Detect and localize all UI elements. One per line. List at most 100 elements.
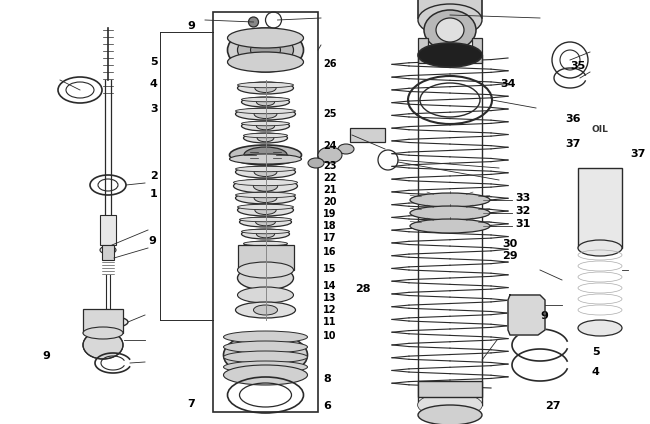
Text: 9: 9 xyxy=(42,351,50,361)
Ellipse shape xyxy=(410,193,490,207)
Ellipse shape xyxy=(244,133,287,138)
Text: 22: 22 xyxy=(323,173,337,183)
Text: 35: 35 xyxy=(570,61,585,71)
Ellipse shape xyxy=(410,206,490,220)
Text: 9: 9 xyxy=(148,236,156,246)
Ellipse shape xyxy=(235,108,296,120)
Text: 11: 11 xyxy=(323,317,337,327)
Text: 9: 9 xyxy=(540,311,548,321)
Ellipse shape xyxy=(254,109,277,118)
Ellipse shape xyxy=(227,28,304,72)
Text: 16: 16 xyxy=(323,247,337,257)
Text: 36: 36 xyxy=(565,114,580,124)
Text: 4: 4 xyxy=(592,367,600,377)
Bar xyxy=(595,236,605,246)
Ellipse shape xyxy=(224,361,307,373)
Ellipse shape xyxy=(256,98,274,106)
Text: 12: 12 xyxy=(323,305,337,315)
Ellipse shape xyxy=(237,266,294,290)
Ellipse shape xyxy=(424,10,476,50)
Ellipse shape xyxy=(257,134,274,142)
Ellipse shape xyxy=(255,206,276,215)
Text: 5: 5 xyxy=(592,347,599,357)
Bar xyxy=(472,38,482,63)
Text: 15: 15 xyxy=(323,264,337,274)
Ellipse shape xyxy=(224,365,307,385)
Ellipse shape xyxy=(229,145,302,165)
Bar xyxy=(102,245,114,260)
Ellipse shape xyxy=(244,133,287,143)
Ellipse shape xyxy=(418,405,482,424)
Ellipse shape xyxy=(578,240,622,256)
Ellipse shape xyxy=(235,108,296,114)
Ellipse shape xyxy=(239,217,291,227)
Ellipse shape xyxy=(250,41,281,59)
Text: 5: 5 xyxy=(150,57,157,67)
Ellipse shape xyxy=(246,254,285,258)
Ellipse shape xyxy=(229,154,302,164)
Text: 9: 9 xyxy=(187,21,195,31)
Text: 28: 28 xyxy=(355,284,370,294)
Ellipse shape xyxy=(235,192,296,204)
Ellipse shape xyxy=(235,166,296,178)
Ellipse shape xyxy=(242,121,289,126)
Ellipse shape xyxy=(224,341,307,353)
Text: 13: 13 xyxy=(323,293,337,303)
Polygon shape xyxy=(508,295,545,335)
Ellipse shape xyxy=(256,230,274,238)
Ellipse shape xyxy=(242,97,289,102)
Ellipse shape xyxy=(242,97,289,107)
Ellipse shape xyxy=(254,181,278,191)
Text: 4: 4 xyxy=(150,79,158,89)
Ellipse shape xyxy=(254,193,277,203)
Text: 18: 18 xyxy=(323,221,337,231)
Text: 20: 20 xyxy=(323,197,337,207)
Text: 37: 37 xyxy=(630,149,645,159)
Ellipse shape xyxy=(88,316,128,328)
Ellipse shape xyxy=(237,34,294,66)
Text: 6: 6 xyxy=(323,401,331,411)
Ellipse shape xyxy=(248,17,259,27)
Ellipse shape xyxy=(235,192,296,198)
Ellipse shape xyxy=(418,393,482,417)
Ellipse shape xyxy=(237,82,294,88)
Text: 29: 29 xyxy=(502,251,517,261)
Text: 33: 33 xyxy=(515,193,530,203)
Text: 26: 26 xyxy=(323,59,337,69)
Bar xyxy=(213,12,318,412)
Ellipse shape xyxy=(244,241,287,251)
Ellipse shape xyxy=(338,144,354,154)
Ellipse shape xyxy=(436,18,464,42)
Ellipse shape xyxy=(233,179,298,193)
Text: 23: 23 xyxy=(323,161,337,171)
Ellipse shape xyxy=(237,287,294,303)
Text: 1: 1 xyxy=(150,189,158,199)
Text: 34: 34 xyxy=(500,79,515,89)
Bar xyxy=(418,38,428,63)
Ellipse shape xyxy=(224,333,307,377)
Text: 3: 3 xyxy=(150,104,157,114)
Text: 21: 21 xyxy=(323,185,337,195)
Text: 2: 2 xyxy=(150,171,158,181)
Ellipse shape xyxy=(257,242,274,250)
Ellipse shape xyxy=(255,84,276,92)
Ellipse shape xyxy=(318,147,342,163)
Text: 37: 37 xyxy=(565,139,580,149)
Ellipse shape xyxy=(254,305,278,315)
Ellipse shape xyxy=(255,218,276,226)
Ellipse shape xyxy=(235,166,296,172)
Text: 31: 31 xyxy=(515,219,530,229)
Ellipse shape xyxy=(254,167,277,176)
Text: 8: 8 xyxy=(323,374,331,384)
Ellipse shape xyxy=(242,121,289,131)
Ellipse shape xyxy=(578,320,622,336)
Text: OIL: OIL xyxy=(592,125,608,134)
Ellipse shape xyxy=(227,52,304,72)
Bar xyxy=(418,0,482,18)
Ellipse shape xyxy=(237,262,294,278)
Text: 32: 32 xyxy=(515,206,530,216)
Ellipse shape xyxy=(224,331,307,343)
Text: 30: 30 xyxy=(502,239,517,249)
Text: 14: 14 xyxy=(323,281,337,291)
Bar xyxy=(350,128,385,142)
